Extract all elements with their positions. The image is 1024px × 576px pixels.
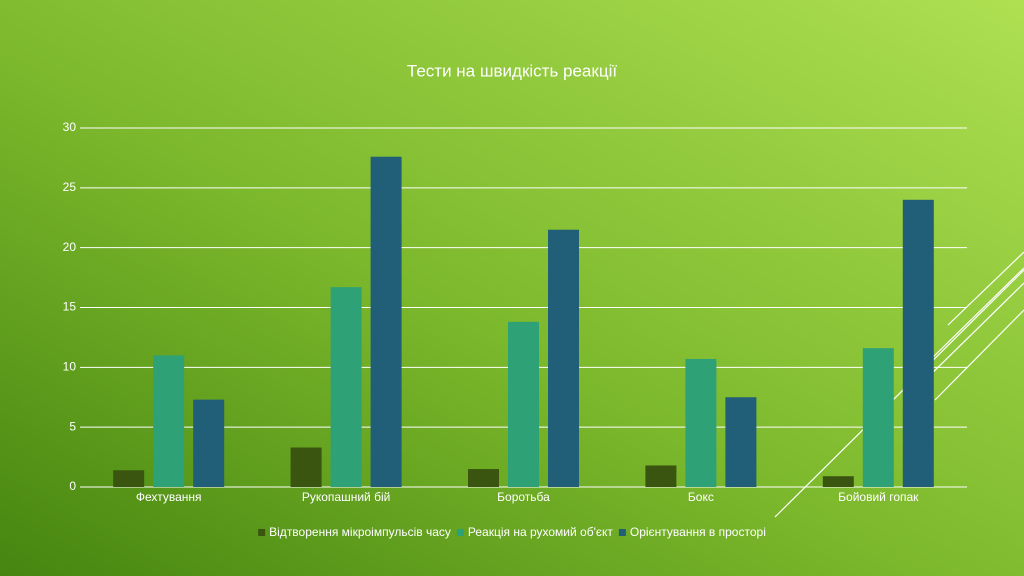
- bar: [822, 476, 854, 487]
- legend-label: Реакція на рухомий об'єкт: [468, 525, 613, 539]
- legend-swatch: [456, 529, 464, 536]
- bar: [508, 321, 539, 487]
- legend-swatch: [258, 529, 266, 536]
- y-tick-label: 0: [69, 479, 76, 493]
- bar: [193, 399, 225, 487]
- legend-label: Орієнтування в просторі: [630, 525, 766, 539]
- bar: [685, 358, 717, 487]
- y-tick-label: 25: [63, 180, 77, 194]
- legend-swatch: [618, 529, 626, 536]
- bar: [725, 397, 757, 487]
- y-tick-label: 10: [63, 360, 77, 374]
- y-tick-label: 5: [69, 419, 76, 433]
- bar: [645, 465, 677, 487]
- x-tick-label: Бойовий гопак: [838, 490, 919, 504]
- x-tick-label: Рукопашний бій: [302, 490, 390, 504]
- x-tick-label: Фехтування: [136, 490, 202, 504]
- bar: [370, 156, 402, 487]
- y-tick-label: 30: [63, 120, 77, 134]
- x-tick-label: Боротьба: [497, 490, 550, 504]
- x-tick-label: Бокс: [688, 490, 714, 504]
- bar: [862, 348, 894, 487]
- bar: [330, 287, 362, 487]
- y-tick-label: 20: [63, 240, 77, 254]
- bar: [113, 470, 145, 487]
- chart-title: Тести на швидкість реакції: [407, 61, 617, 80]
- legend-label: Відтворення мікроімпульсів часу: [269, 525, 451, 539]
- decoration: [774, 251, 1024, 518]
- bar: [290, 447, 322, 487]
- bar: [468, 469, 499, 487]
- bar: [902, 199, 934, 488]
- bar: [153, 355, 185, 487]
- y-tick-label: 15: [63, 300, 77, 314]
- bar: [548, 229, 579, 487]
